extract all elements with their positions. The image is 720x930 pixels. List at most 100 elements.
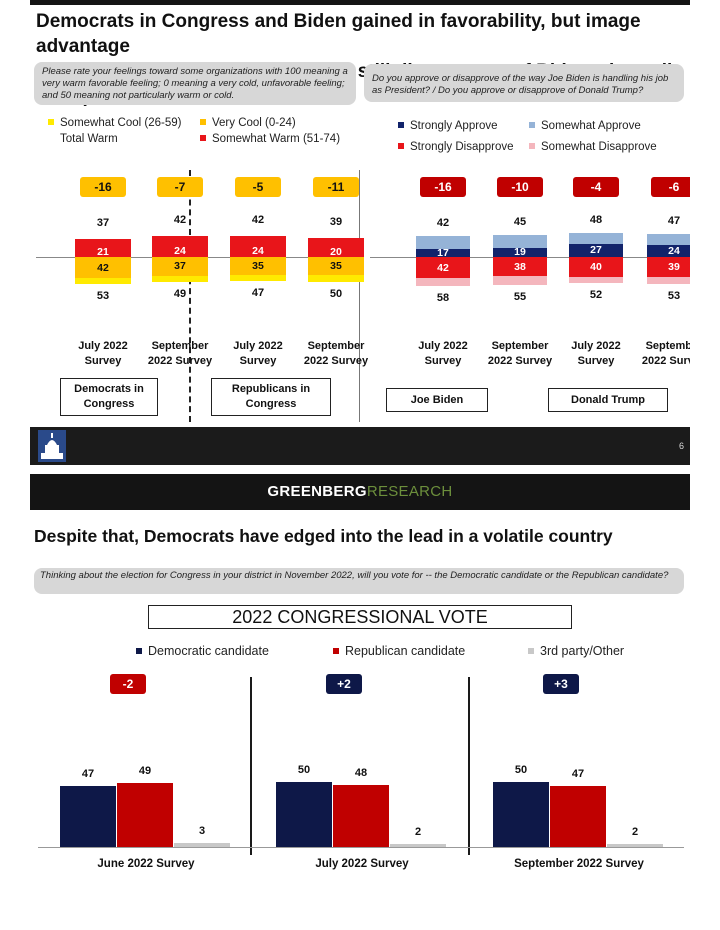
net-badge: -5 [235, 177, 281, 197]
bar-somewhat-warm: 24 [152, 245, 208, 257]
legend-somewhat-cool: Somewhat Cool (26-59) [48, 117, 181, 129]
legend-label: Strongly Approve [410, 120, 498, 132]
group-label: Joe Biden [410, 393, 464, 406]
legend-swatch [48, 119, 54, 125]
margin-badge: -2 [110, 674, 146, 694]
total-warm-label: 42 [251, 214, 265, 226]
bar-other [174, 843, 230, 847]
brand-name-bold: GREENBERG [267, 483, 367, 500]
total-warm-label: 42 [173, 214, 187, 226]
bar-strongly-disapprove: 39 [647, 257, 690, 277]
category-label: September 2022 Survey [632, 339, 690, 369]
net-badge: -16 [80, 177, 126, 197]
net-badge: -10 [497, 177, 543, 197]
total-warm-label: 37 [96, 216, 110, 229]
total-cool-label: 53 [96, 289, 110, 302]
group-label-line: Congress [245, 398, 297, 410]
bar-somewhat-disapprove [569, 277, 623, 283]
period-divider [250, 677, 252, 855]
group-divider [189, 170, 191, 422]
bar-democratic [60, 785, 116, 847]
total-disapprove-label: 55 [513, 290, 527, 303]
legend-label: Somewhat Cool (26-59) [60, 117, 182, 129]
value-label: 3 [198, 825, 206, 838]
legend-label: Somewhat Approve [541, 120, 641, 132]
value-label: 47 [81, 767, 95, 780]
legend-swatch [528, 648, 534, 654]
congressional-vote-slide: GREENBERGRESEARCH Despite that, Democrat… [30, 474, 690, 930]
bar-somewhat-cool [308, 274, 364, 282]
total-disapprove-label: 53 [667, 289, 681, 302]
bar-strongly-approve: 27 [569, 243, 623, 257]
category-label: September 2022 Survey [294, 339, 378, 369]
total-approve-label: 48 [589, 214, 603, 226]
category-label: July 2022 Survey [554, 339, 638, 369]
bar-somewhat-approve [416, 236, 470, 249]
category-label: July 2022 Survey [61, 339, 145, 369]
legend-swatch [333, 648, 339, 654]
value-label: 49 [138, 765, 152, 778]
total-cool-label: 47 [251, 286, 265, 299]
category-label-line: 2022 Survey [487, 355, 553, 367]
total-approve-label: 47 [667, 214, 681, 227]
bar-somewhat-disapprove [416, 278, 470, 286]
category-label: July 2022 Survey [216, 339, 300, 369]
legend-label: 3rd party/Other [540, 644, 625, 658]
top-rule [30, 0, 690, 5]
net-badge: -7 [157, 177, 203, 197]
feeling-thermometer-question: Please rate your feelings toward some or… [34, 62, 356, 105]
bar-other [390, 844, 446, 847]
bar-somewhat-approve [647, 233, 690, 245]
bar-very-warm [230, 236, 286, 245]
bar-somewhat-disapprove [493, 276, 547, 285]
group-label-line: Congress [83, 398, 135, 410]
total-cool-label: 50 [329, 288, 343, 300]
bar-very-warm [308, 237, 364, 247]
category-label: July 2022 Survey [401, 339, 485, 369]
legend-label: Republican candidate [345, 644, 466, 658]
category-label-line: September [151, 340, 209, 352]
legend-total-warm: Total Warm [60, 133, 118, 145]
legend-swatch [200, 135, 206, 141]
net-badge: -4 [573, 177, 619, 197]
net-badge: -11 [313, 177, 359, 197]
bar-somewhat-warm: 21 [75, 246, 131, 258]
bar-democratic [276, 782, 332, 847]
vote-question: Thinking about the election for Congress… [34, 568, 684, 594]
value-label: 2 [414, 826, 422, 839]
net-badge: -6 [651, 177, 690, 197]
legend-label: Very Cool (0-24) [212, 117, 296, 129]
legend-label: Somewhat Disapprove [541, 141, 657, 153]
legend-strongly-approve: Strongly Approve [398, 120, 498, 132]
total-approve-label: 45 [513, 215, 527, 228]
slide-footer: 6 [30, 427, 690, 465]
bar-somewhat-disapprove [647, 276, 690, 284]
category-label-line: September [645, 340, 690, 352]
approval-question: Do you approve or disapprove of the way … [364, 64, 684, 102]
group-joe-biden: Joe Biden [386, 388, 488, 412]
value-label: 50 [297, 764, 311, 776]
category-label: September 2022 Survey [478, 339, 562, 369]
brand-name-light: RESEARCH [366, 483, 453, 500]
category-label-line: July 2022 [78, 340, 128, 352]
category-label-line: Survey [239, 355, 277, 367]
category-label: September 2022 Survey [138, 339, 222, 369]
category-label-line: Survey [424, 355, 462, 367]
page-number: 6 [678, 441, 684, 451]
net-badge: -16 [420, 177, 466, 197]
category-label-line: September [491, 340, 549, 352]
bar-very-cool: 42 [75, 257, 131, 278]
legend-label: Democratic candidate [148, 644, 269, 658]
total-warm-label: 39 [329, 215, 343, 228]
bar-republican [333, 784, 389, 847]
bar-somewhat-cool [75, 278, 131, 284]
category-label-line: Survey [84, 355, 122, 367]
slide-title-line-1: Democrats in Congress and Biden gained i… [36, 11, 641, 57]
legend-label: Strongly Disapprove [410, 141, 514, 153]
period-divider [468, 677, 470, 855]
total-disapprove-label: 58 [436, 292, 450, 304]
group-label-line: Democrats in [74, 383, 144, 395]
x-axis [38, 847, 684, 848]
bar-strongly-disapprove: 38 [493, 257, 547, 276]
chart-title: 2022 CONGRESSIONAL VOTE [148, 605, 572, 629]
